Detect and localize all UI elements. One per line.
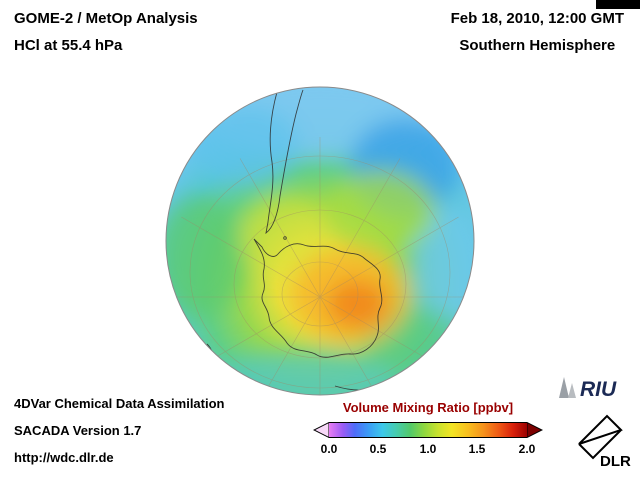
- colorbar: Volume Mixing Ratio [ppbv] 0.0 0.5 1.0 1…: [313, 400, 543, 458]
- colorbar-bar: [313, 422, 543, 438]
- datetime-label: Feb 18, 2010, 12:00 GMT: [450, 10, 624, 27]
- riu-logo: RIU: [556, 374, 634, 402]
- corner-mark: [596, 0, 640, 9]
- coastline-south-america: [265, 89, 304, 235]
- footer-left: 4DVar Chemical Data Assimilation SACADA …: [14, 396, 225, 477]
- colorbar-left-arrow: [313, 422, 329, 438]
- island-falklands: [283, 236, 287, 240]
- header-right: Feb 18, 2010, 12:00 GMT Southern Hemisph…: [451, 10, 624, 54]
- version-label: SACADA Version 1.7: [14, 423, 142, 438]
- colorbar-tick: 0.5: [369, 442, 387, 456]
- colorbar-tick: 0.0: [320, 442, 338, 456]
- colorbar-tick: 2.0: [518, 442, 536, 456]
- species-level-label: HCl at 55.4 hPa: [14, 37, 123, 54]
- globe-svg: [165, 86, 475, 396]
- dlr-logo-text: DLR: [600, 453, 631, 468]
- coastline-antarctica: [253, 238, 383, 358]
- globe-map: [165, 86, 475, 396]
- dlr-logo: DLR: [574, 408, 632, 470]
- graticule: [166, 137, 474, 395]
- header-left: GOME-2 / MetOp Analysis HCl at 55.4 hPa: [14, 10, 198, 54]
- wdc-url-label: http://wdc.dlr.de: [14, 450, 114, 465]
- colorbar-tick: 1.0: [419, 442, 437, 456]
- globe-limb: [165, 86, 475, 396]
- assimilation-label: 4DVar Chemical Data Assimilation: [14, 396, 225, 411]
- hemisphere-label: Southern Hemisphere: [459, 37, 616, 54]
- colorbar-gradient: [329, 422, 527, 438]
- hcl-field: [166, 87, 474, 395]
- analysis-title: GOME-2 / MetOp Analysis: [14, 10, 198, 27]
- riu-logo-text: RIU: [580, 378, 617, 401]
- cathedral-icon: [559, 377, 576, 398]
- dlr-bird-icon: [578, 414, 623, 460]
- colorbar-ticks: 0.0 0.5 1.0 1.5 2.0: [313, 442, 543, 458]
- colorbar-right-arrow: [527, 422, 543, 438]
- colorbar-tick: 1.5: [468, 442, 486, 456]
- colorbar-title: Volume Mixing Ratio [ppbv]: [342, 400, 514, 415]
